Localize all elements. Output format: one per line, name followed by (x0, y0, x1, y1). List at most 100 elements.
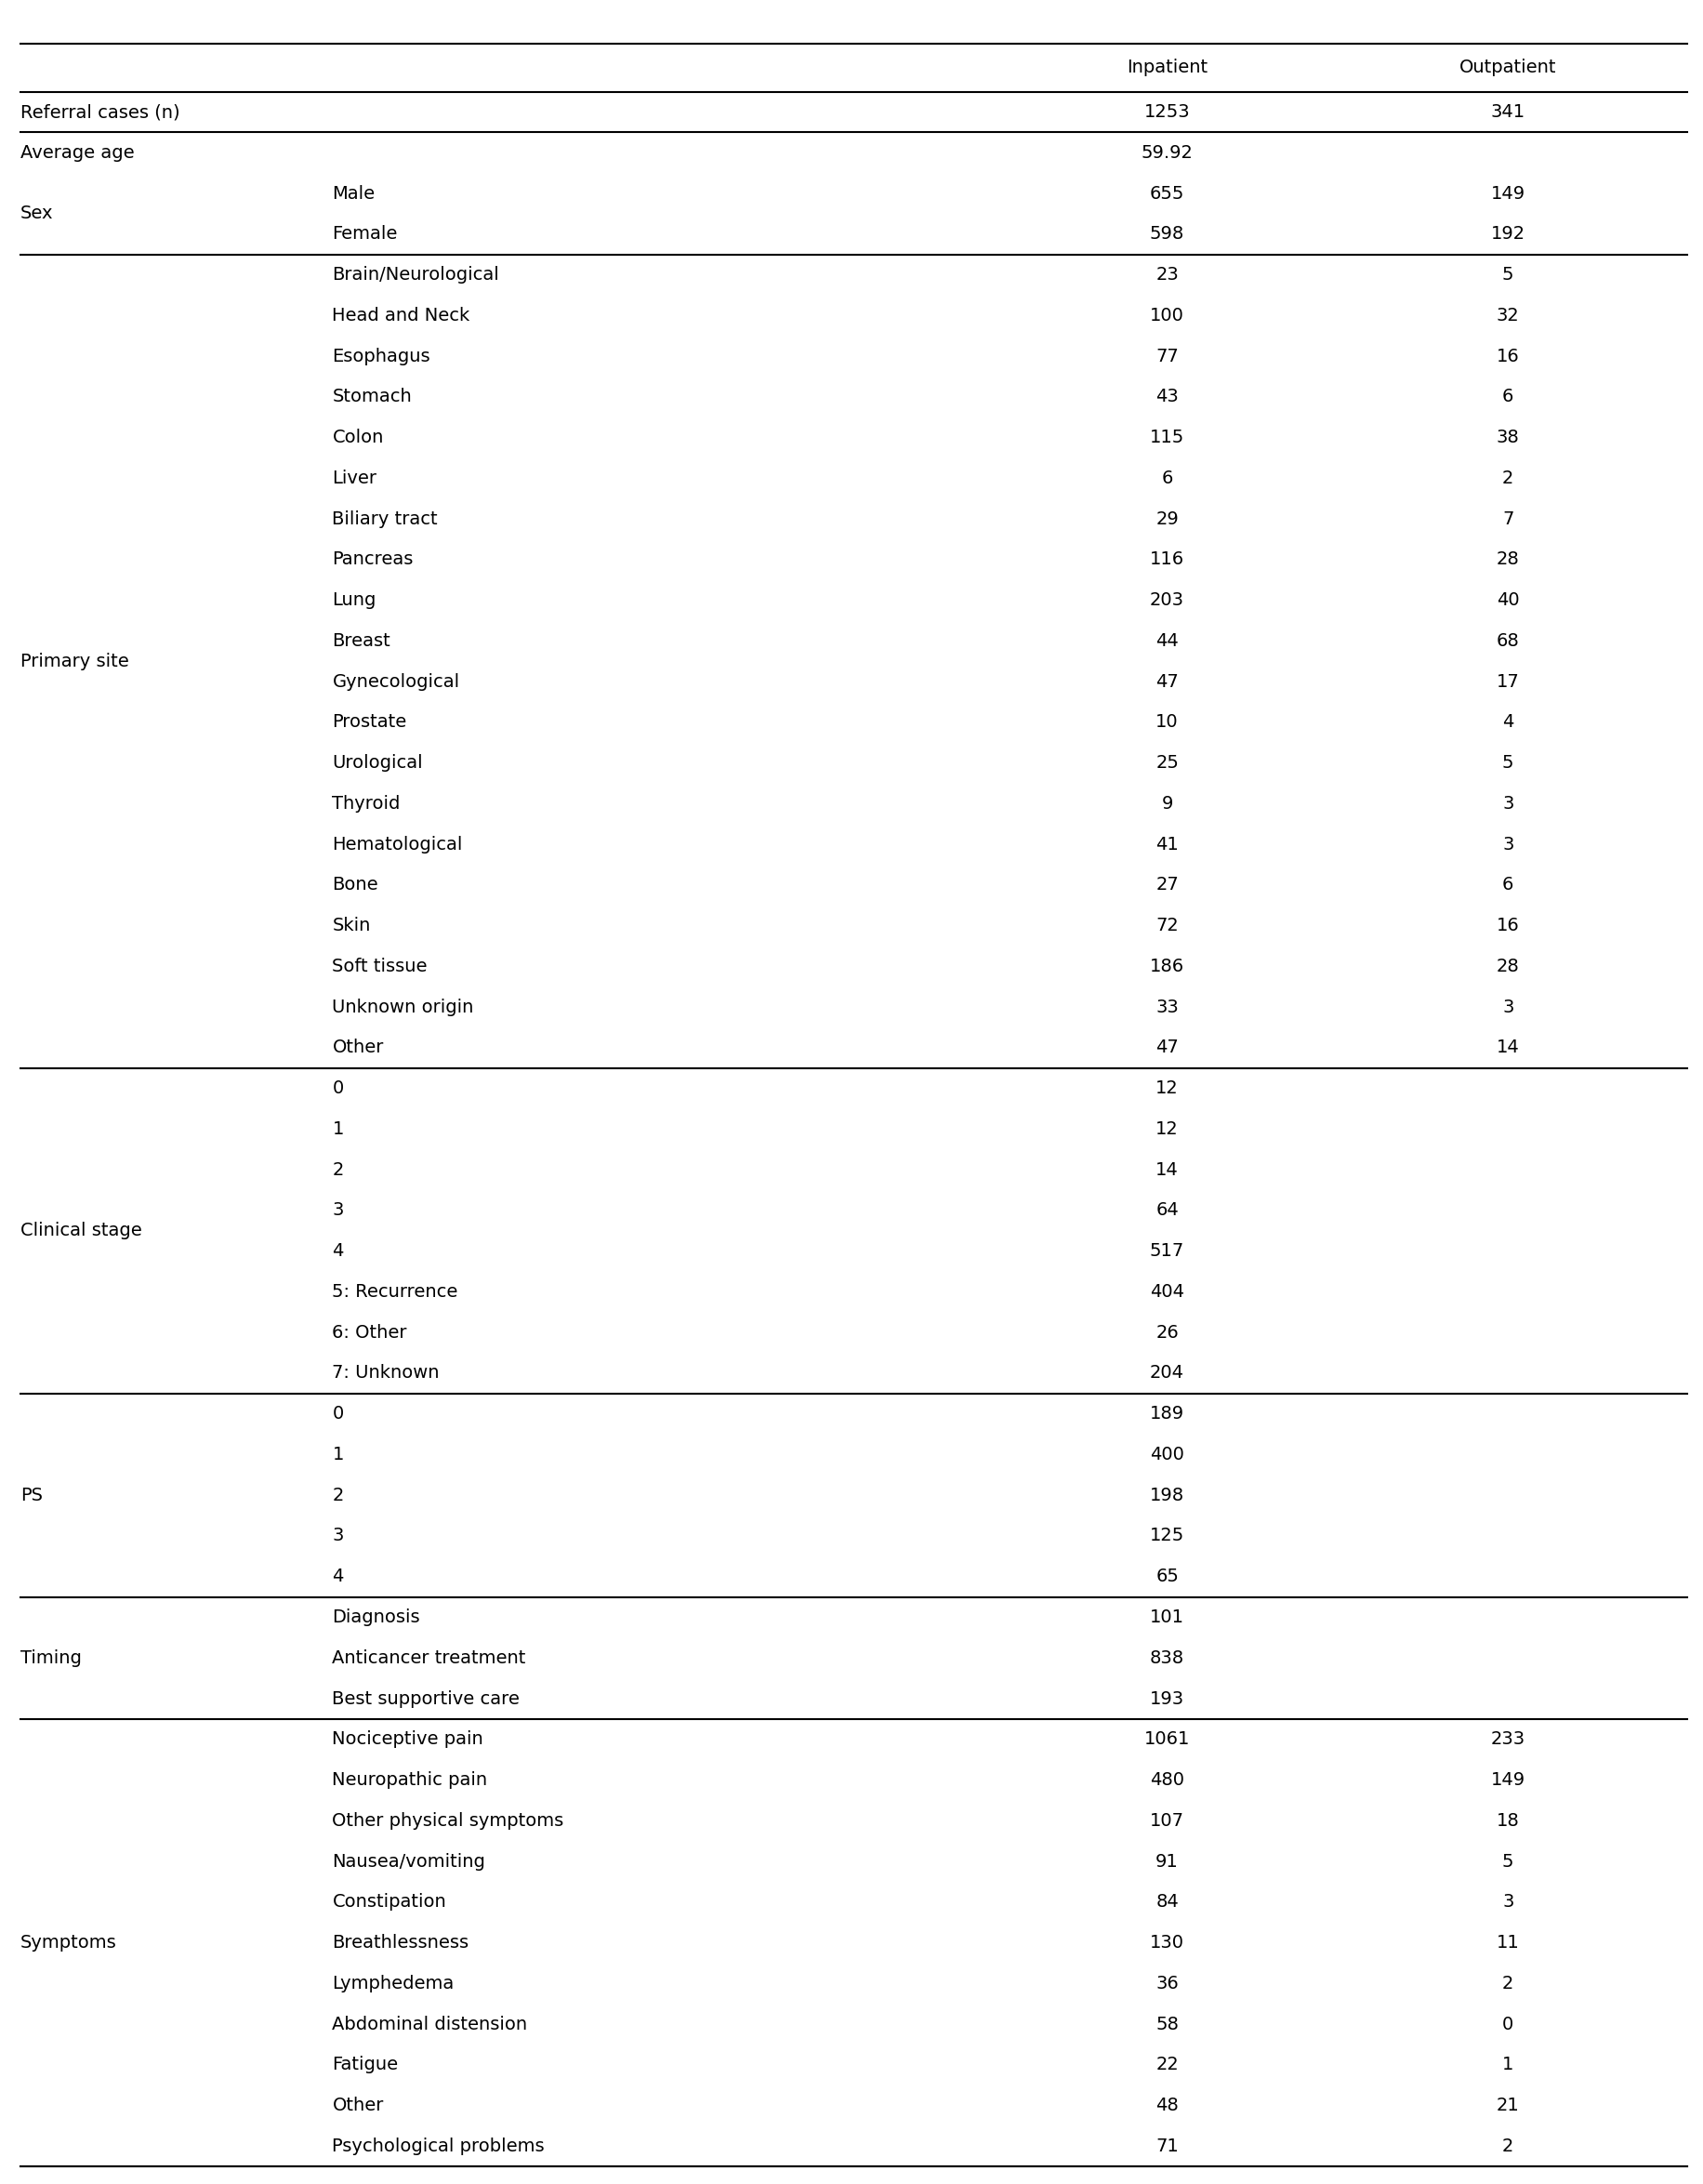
Text: Esophagus: Esophagus (332, 347, 431, 365)
Text: Clinical stage: Clinical stage (20, 1223, 141, 1241)
Text: 0: 0 (332, 1404, 344, 1422)
Text: 189: 189 (1150, 1404, 1184, 1422)
Text: Liver: Liver (332, 470, 376, 487)
Text: 3: 3 (1502, 1894, 1512, 1911)
Text: 22: 22 (1155, 2055, 1178, 2073)
Text: Constipation: Constipation (332, 1894, 446, 1911)
Text: 27: 27 (1155, 876, 1178, 893)
Text: Inpatient: Inpatient (1126, 59, 1207, 76)
Text: 7: Unknown: 7: Unknown (332, 1365, 439, 1382)
Text: 7: 7 (1502, 511, 1512, 529)
Text: 72: 72 (1155, 917, 1178, 935)
Text: Abdominal distension: Abdominal distension (332, 2016, 528, 2033)
Text: 655: 655 (1150, 186, 1184, 203)
Text: Breast: Breast (332, 631, 390, 651)
Text: 1061: 1061 (1144, 1730, 1189, 1747)
Text: 2: 2 (332, 1162, 344, 1179)
Text: Thyroid: Thyroid (332, 795, 400, 812)
Text: 47: 47 (1155, 1040, 1178, 1057)
Text: 91: 91 (1155, 1852, 1178, 1870)
Text: 598: 598 (1150, 225, 1184, 242)
Text: 517: 517 (1150, 1243, 1184, 1260)
Text: Lymphedema: Lymphedema (332, 1974, 455, 1992)
Text: 36: 36 (1155, 1974, 1178, 1992)
Text: 0: 0 (332, 1079, 344, 1096)
Text: Biliary tract: Biliary tract (332, 511, 438, 529)
Text: 47: 47 (1155, 673, 1178, 690)
Text: 404: 404 (1150, 1282, 1184, 1302)
Text: 6: 6 (1502, 876, 1512, 893)
Text: Sex: Sex (20, 205, 53, 223)
Text: Primary site: Primary site (20, 653, 129, 670)
Text: Fatigue: Fatigue (332, 2055, 399, 2073)
Text: Hematological: Hematological (332, 836, 463, 854)
Text: 3: 3 (1502, 795, 1512, 812)
Text: Timing: Timing (20, 1649, 82, 1666)
Text: Anticancer treatment: Anticancer treatment (332, 1649, 526, 1666)
Text: 101: 101 (1150, 1607, 1184, 1627)
Text: 6: Other: 6: Other (332, 1324, 407, 1341)
Text: 341: 341 (1490, 103, 1524, 120)
Text: Outpatient: Outpatient (1458, 59, 1557, 76)
Text: 26: 26 (1155, 1324, 1178, 1341)
Text: 3: 3 (332, 1527, 344, 1544)
Text: 5: Recurrence: 5: Recurrence (332, 1282, 458, 1302)
Text: 2: 2 (1502, 2138, 1512, 2156)
Text: Female: Female (332, 225, 397, 242)
Text: 4: 4 (332, 1243, 344, 1260)
Text: 14: 14 (1495, 1040, 1519, 1057)
Text: Head and Neck: Head and Neck (332, 306, 470, 323)
Text: Diagnosis: Diagnosis (332, 1607, 421, 1627)
Text: 6: 6 (1502, 389, 1512, 406)
Text: 400: 400 (1150, 1446, 1184, 1463)
Text: 9: 9 (1161, 795, 1172, 812)
Text: Male: Male (332, 186, 375, 203)
Text: Referral cases (n): Referral cases (n) (20, 103, 181, 120)
Text: 100: 100 (1150, 306, 1184, 323)
Text: 107: 107 (1150, 1813, 1184, 1830)
Text: 198: 198 (1150, 1487, 1184, 1505)
Text: 1253: 1253 (1143, 103, 1190, 120)
Text: 68: 68 (1495, 631, 1519, 651)
Text: Colon: Colon (332, 428, 383, 446)
Text: Symptoms: Symptoms (20, 1935, 118, 1952)
Text: Skin: Skin (332, 917, 371, 935)
Text: 40: 40 (1495, 592, 1519, 609)
Text: 25: 25 (1155, 753, 1178, 771)
Text: 4: 4 (1502, 714, 1512, 732)
Text: 17: 17 (1495, 673, 1519, 690)
Text: 193: 193 (1150, 1690, 1184, 1708)
Text: 6: 6 (1161, 470, 1172, 487)
Text: 16: 16 (1495, 347, 1519, 365)
Text: 116: 116 (1150, 550, 1184, 568)
Text: 38: 38 (1495, 428, 1519, 446)
Text: 48: 48 (1155, 2097, 1178, 2114)
Text: 28: 28 (1495, 550, 1519, 568)
Text: Urological: Urological (332, 753, 422, 771)
Text: Pancreas: Pancreas (332, 550, 414, 568)
Text: 28: 28 (1495, 957, 1519, 976)
Text: 4: 4 (332, 1568, 344, 1586)
Text: 192: 192 (1490, 225, 1524, 242)
Text: 5: 5 (1502, 753, 1512, 771)
Text: 125: 125 (1150, 1527, 1184, 1544)
Text: 33: 33 (1155, 998, 1178, 1016)
Text: Best supportive care: Best supportive care (332, 1690, 519, 1708)
Text: 1: 1 (332, 1446, 344, 1463)
Text: 77: 77 (1155, 347, 1178, 365)
Text: 59.92: 59.92 (1141, 144, 1192, 162)
Text: Unknown origin: Unknown origin (332, 998, 473, 1016)
Text: 115: 115 (1150, 428, 1184, 446)
Text: 5: 5 (1502, 1852, 1512, 1870)
Text: 12: 12 (1155, 1079, 1178, 1096)
Text: 10: 10 (1155, 714, 1178, 732)
Text: 41: 41 (1155, 836, 1178, 854)
Text: 149: 149 (1490, 186, 1524, 203)
Text: 18: 18 (1495, 1813, 1519, 1830)
Text: Soft tissue: Soft tissue (332, 957, 427, 976)
Text: 32: 32 (1495, 306, 1519, 323)
Text: 21: 21 (1495, 2097, 1519, 2114)
Text: 3: 3 (332, 1201, 344, 1219)
Text: Nausea/vomiting: Nausea/vomiting (332, 1852, 485, 1870)
Text: 5: 5 (1502, 266, 1512, 284)
